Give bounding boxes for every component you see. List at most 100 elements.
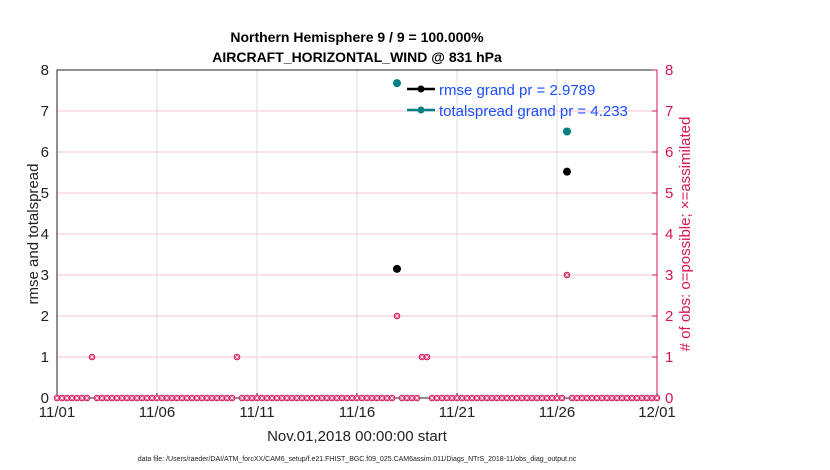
rmse-point <box>393 264 401 273</box>
obs-assimilated-cross <box>74 395 80 401</box>
obs-assimilated-cross <box>509 395 515 401</box>
legend-totalspread-marker <box>417 106 425 114</box>
obs-assimilated-cross <box>639 395 645 401</box>
obs-assimilated-cross <box>239 395 245 401</box>
legend-rmse-label: rmse grand pr = 2.9789 <box>439 82 595 99</box>
obs-assimilated-cross <box>134 395 140 401</box>
y-tick-label-left: 5 <box>41 185 49 202</box>
obs-assimilated-cross <box>159 395 165 401</box>
obs-assimilated-cross <box>179 395 185 401</box>
obs-assimilated-cross <box>494 395 500 401</box>
obs-assimilated-cross <box>479 395 485 401</box>
obs-assimilated-cross <box>349 395 355 401</box>
obs-assimilated-cross <box>624 395 630 401</box>
x-tick-label: 11/26 <box>539 404 575 421</box>
obs-assimilated-cross <box>284 395 290 401</box>
obs-assimilated-cross <box>464 395 470 401</box>
x-tick-label: 11/01 <box>39 404 75 421</box>
obs-assimilated-cross <box>199 395 205 401</box>
obs-assimilated-cross <box>304 395 310 401</box>
obs-assimilated-cross <box>334 395 340 401</box>
obs-assimilated-cross <box>59 395 65 401</box>
obs-assimilated-cross <box>79 395 85 401</box>
obs-assimilated-cross <box>634 395 640 401</box>
obs-assimilated-cross <box>149 395 155 401</box>
obs-assimilated-cross <box>279 395 285 401</box>
obs-assimilated-cross <box>579 395 585 401</box>
y-tick-label-right: 4 <box>665 226 673 243</box>
obs-assimilated-cross <box>414 395 420 401</box>
legend-rmse-marker <box>417 85 425 93</box>
y-tick-label-right: 8 <box>665 62 673 79</box>
obs-assimilated-cross <box>419 354 425 360</box>
obs-assimilated-cross <box>339 395 345 401</box>
obs-assimilated-cross <box>529 395 535 401</box>
y-tick-label-right: 2 <box>665 308 673 325</box>
y-tick-label-left: 3 <box>41 267 49 284</box>
obs-assimilated-cross <box>84 395 90 401</box>
obs-assimilated-cross <box>114 395 120 401</box>
obs-assimilated-cross <box>234 354 240 360</box>
obs-assimilated-cross <box>449 395 455 401</box>
rmse-point <box>563 167 571 176</box>
obs-assimilated-cross <box>499 395 505 401</box>
y-axis-label-left: rmse and totalspread <box>25 164 42 305</box>
obs-assimilated-cross <box>534 395 540 401</box>
obs-assimilated-cross <box>54 395 60 401</box>
obs-assimilated-cross <box>489 395 495 401</box>
obs-assimilated-cross <box>609 395 615 401</box>
obs-assimilated-cross <box>474 395 480 401</box>
obs-assimilated-cross <box>329 395 335 401</box>
obs-assimilated-cross <box>454 395 460 401</box>
y-tick-label-left: 4 <box>41 226 49 243</box>
obs-assimilated-cross <box>204 395 210 401</box>
obs-assimilated-cross <box>64 395 70 401</box>
y-tick-label-left: 1 <box>41 349 49 366</box>
y-tick-label-right: 0 <box>665 390 673 407</box>
obs-assimilated-cross <box>379 395 385 401</box>
obs-assimilated-cross <box>129 395 135 401</box>
footnote: data file: /Users/raeder/DAI/ATM_forcXX/… <box>138 456 577 463</box>
obs-assimilated-cross <box>224 395 230 401</box>
y-tick-label-left: 2 <box>41 308 49 325</box>
obs-assimilated-cross <box>354 395 360 401</box>
obs-assimilated-cross <box>144 395 150 401</box>
obs-assimilated-cross <box>404 395 410 401</box>
obs-assimilated-cross <box>459 395 465 401</box>
x-axis-label: Nov.01,2018 00:00:00 start <box>267 428 448 445</box>
obs-assimilated-cross <box>194 395 200 401</box>
obs-assimilated-cross <box>294 395 300 401</box>
obs-assimilated-cross <box>539 395 545 401</box>
y-tick-label-left: 8 <box>41 62 49 79</box>
obs-assimilated-cross <box>374 395 380 401</box>
obs-assimilated-cross <box>99 395 105 401</box>
obs-assimilated-cross <box>619 395 625 401</box>
chart-title-line2: AIRCRAFT_HORIZONTAL_WIND @ 831 hPa <box>212 49 502 65</box>
obs-assimilated-cross <box>589 395 595 401</box>
x-tick-label: 11/16 <box>339 404 375 421</box>
y-tick-label-left: 6 <box>41 144 49 161</box>
legend-totalspread-label: totalspread grand pr = 4.233 <box>439 103 628 120</box>
obs-assimilated-cross <box>614 395 620 401</box>
y-tick-label-right: 7 <box>665 103 673 120</box>
obs-assimilated-cross <box>299 395 305 401</box>
obs-assimilated-cross <box>484 395 490 401</box>
totalspread-point <box>393 79 401 88</box>
obs-assimilated-cross <box>244 395 250 401</box>
obs-assimilated-cross <box>174 395 180 401</box>
obs-assimilated-cross <box>574 395 580 401</box>
x-tick-label: 11/06 <box>139 404 175 421</box>
obs-assimilated-cross <box>249 395 255 401</box>
obs-assimilated-cross <box>559 395 565 401</box>
obs-assimilated-cross <box>429 395 435 401</box>
obs-assimilated-cross <box>209 395 215 401</box>
obs-assimilated-cross <box>364 395 370 401</box>
obs-assimilated-cross <box>264 395 270 401</box>
obs-assimilated-cross <box>644 395 650 401</box>
x-tick-label: 11/21 <box>439 404 475 421</box>
obs-assimilated-cross <box>554 395 560 401</box>
obs-assimilated-cross <box>424 354 430 360</box>
obs-assimilated-cross <box>69 395 75 401</box>
obs-assimilated-cross <box>319 395 325 401</box>
